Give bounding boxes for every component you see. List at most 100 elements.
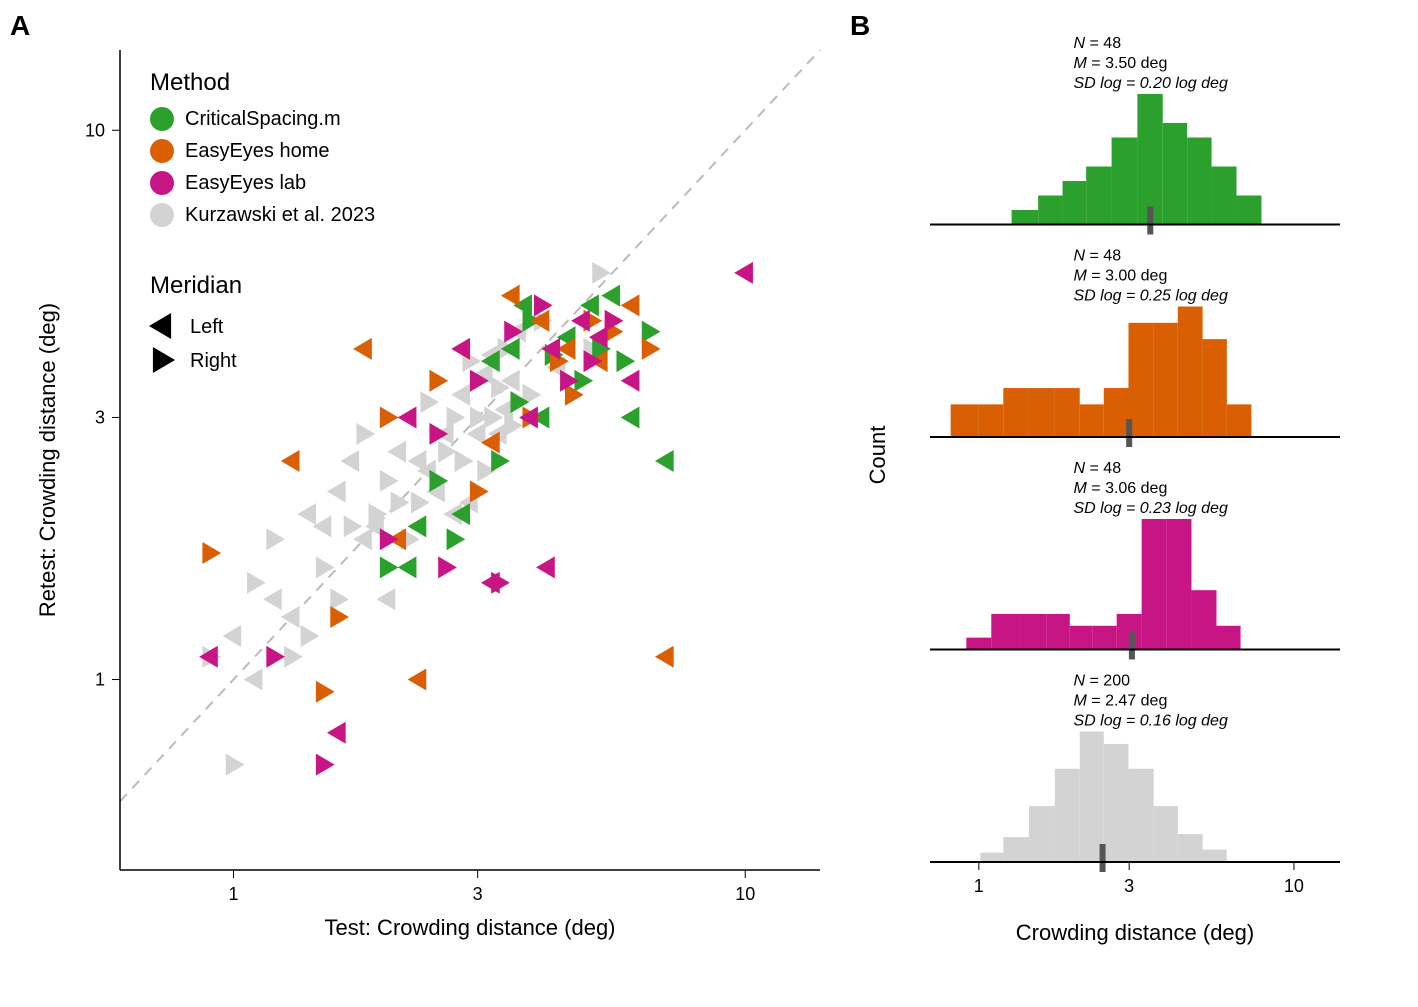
hist-bar: [1166, 519, 1191, 650]
scatter-point: [266, 528, 285, 550]
scatter-point: [284, 646, 303, 668]
scatter-point: [266, 646, 285, 668]
hist-bar: [991, 614, 1019, 650]
scatter-point: [655, 450, 674, 472]
hist-bar: [1104, 388, 1129, 437]
scatter-point: [455, 450, 474, 472]
scatter-point: [531, 310, 550, 332]
hist-bar: [966, 638, 991, 650]
hist-bar: [1104, 744, 1129, 862]
x-tick-label: 1: [229, 884, 239, 904]
legend-swatch: [150, 107, 174, 131]
y-axis-title: Retest: Crowding distance (deg): [35, 303, 60, 617]
legend-method-label: Kurzawski et al. 2023: [185, 204, 375, 226]
hist-stat-n: N = 48: [1074, 248, 1122, 265]
histogram-stack: N = 48M = 3.50 degSD log = 0.20 log degN…: [860, 20, 1360, 960]
legend-marker: [149, 313, 171, 339]
scatter-point: [377, 588, 396, 610]
scatter-point: [301, 625, 320, 647]
hist-bar: [1216, 626, 1240, 650]
legend-meridian-title: Meridian: [150, 272, 242, 299]
hist-stat-n: N = 48: [1074, 35, 1122, 52]
scatter-point: [281, 450, 300, 472]
histB-y-title: Count: [865, 426, 890, 485]
scatter-point: [734, 262, 753, 284]
scatter-point: [330, 606, 349, 628]
scatter-point: [327, 480, 346, 502]
legend-swatch: [150, 171, 174, 195]
hist-bar: [951, 404, 978, 437]
hist-bar: [1063, 181, 1087, 225]
scatter-point: [202, 542, 221, 564]
scatter-point: [451, 384, 470, 406]
scatter-point: [398, 406, 417, 428]
scatter-point: [534, 294, 553, 316]
scatter-point: [429, 370, 448, 392]
y-tick-label: 1: [95, 670, 105, 690]
scatter-point: [536, 556, 555, 578]
hist-bar: [1227, 404, 1252, 437]
hist-bar: [1070, 626, 1092, 650]
scatter-point: [420, 391, 439, 413]
hist-bar: [1163, 123, 1187, 225]
scatter-point: [621, 406, 640, 428]
scatter-point: [655, 646, 674, 668]
panel-b: B N = 48M = 3.50 degSD log = 0.20 log de…: [860, 20, 1360, 965]
scatter-point: [504, 321, 523, 343]
hist-stat-sd: SD log = 0.20 log deg: [1074, 75, 1228, 92]
scatter-point: [451, 338, 470, 360]
hist-bar: [1092, 626, 1116, 650]
hist-bar: [1080, 404, 1104, 437]
hist-bar: [1142, 519, 1167, 650]
hist-bar: [1137, 94, 1162, 225]
hist-stat-sd: SD log = 0.25 log deg: [1074, 288, 1228, 305]
hist-bar: [1003, 837, 1029, 862]
scatter-point: [263, 588, 282, 610]
hist-stat-m: M = 3.00 deg: [1074, 268, 1168, 285]
hist-bar: [1154, 323, 1178, 437]
scatter-point: [491, 572, 510, 594]
hist-bar: [1191, 590, 1216, 649]
scatter-point: [226, 754, 245, 776]
figure-container: A 11331010Test: Crowding distance (deg)R…: [20, 20, 1398, 965]
legend-meridian-label: Left: [190, 316, 224, 338]
scatter-point: [340, 450, 359, 472]
scatter-point: [592, 262, 611, 284]
hist-stat-sd: SD log = 0.16 log deg: [1074, 713, 1228, 730]
scatter-point: [642, 321, 661, 343]
legend-meridian-label: Right: [190, 350, 237, 372]
hist-bar: [1112, 138, 1138, 225]
hist-bar: [1055, 388, 1080, 437]
hist-bar: [1154, 806, 1178, 862]
x-axis-title: Test: Crowding distance (deg): [324, 915, 615, 940]
scatter-point: [247, 572, 266, 594]
scatter-point: [353, 338, 372, 360]
hist-stat-m: M = 2.47 deg: [1074, 693, 1168, 710]
hist-bar: [1203, 339, 1227, 437]
scatter-point: [470, 480, 489, 502]
scatter-point: [601, 285, 620, 307]
histB-x-tick: 10: [1284, 876, 1304, 896]
hist-stat-sd: SD log = 0.23 log deg: [1074, 500, 1228, 517]
legend-method-label: EasyEyes home: [185, 140, 330, 162]
scatter-point: [316, 681, 335, 703]
legend-marker: [153, 347, 175, 373]
legend-method-label: CriticalSpacing.m: [185, 108, 341, 130]
legend-swatch: [150, 203, 174, 227]
hist-bar: [1178, 307, 1203, 438]
scatter-point: [380, 528, 399, 550]
hist-bar: [980, 853, 1003, 862]
scatter-point: [621, 294, 640, 316]
hist-bar: [1086, 167, 1111, 225]
y-tick-label: 3: [95, 407, 105, 427]
hist-bar: [1178, 834, 1203, 862]
scatter-point: [616, 350, 635, 372]
scatter-point: [327, 722, 346, 744]
histB-x-title: Crowding distance (deg): [1016, 920, 1254, 945]
scatter-point: [621, 370, 640, 392]
scatter-point: [501, 338, 520, 360]
scatter-point: [223, 625, 242, 647]
hist-bar: [1055, 769, 1080, 862]
scatter-point: [408, 669, 427, 691]
scatter-point: [387, 441, 406, 463]
